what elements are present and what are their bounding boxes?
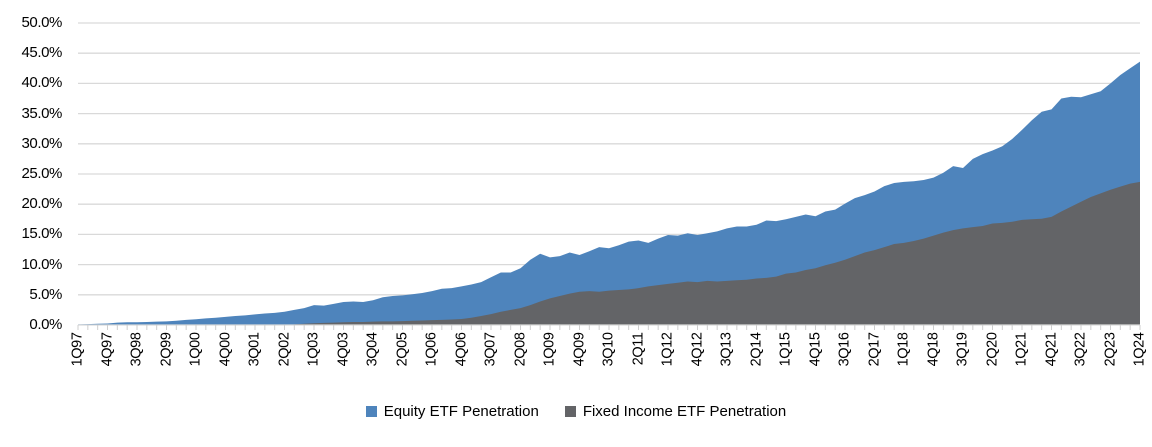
y-axis-tick-label: 25.0% — [21, 165, 62, 182]
x-axis-tick-label: 4Q09 — [571, 332, 587, 367]
x-axis-tick-label: 4Q97 — [99, 332, 115, 367]
y-axis-tick-label: 40.0% — [21, 74, 62, 92]
y-axis-tick-label: 45.0% — [21, 44, 62, 62]
x-axis-tick-label: 4Q18 — [925, 332, 941, 367]
y-axis-tick-label: 10.0% — [21, 255, 62, 273]
chart-legend: Equity ETF Penetration Fixed Income ETF P… — [0, 403, 1152, 420]
legend-label: Equity ETF Penetration — [383, 403, 539, 420]
x-axis-tick-label: 3Q10 — [600, 332, 617, 367]
x-axis-tick-label: 4Q12 — [689, 332, 705, 367]
x-axis-tick-label: 3Q19 — [954, 332, 971, 367]
x-axis-tick-label: 2Q02 — [276, 332, 292, 367]
x-axis-tick-label: 3Q98 — [128, 332, 145, 367]
y-axis-tick-label: 0.0% — [29, 316, 62, 333]
x-axis-tick-label: 2Q11 — [630, 332, 646, 366]
legend-label: Fixed Income ETF Penetration — [582, 403, 787, 420]
x-axis-tick-label: 1Q06 — [423, 332, 440, 367]
x-axis-tick-label: 1Q21 — [1013, 332, 1030, 367]
x-axis-tick-label: 3Q04 — [364, 332, 381, 367]
x-axis-tick-label: 3Q07 — [482, 332, 499, 367]
x-axis-tick-label: 4Q03 — [335, 332, 351, 367]
y-axis-tick-label: 35.0% — [21, 104, 62, 122]
y-axis-tick-label: 50.0% — [21, 14, 62, 31]
x-axis-tick-label: 2Q08 — [512, 332, 528, 367]
x-axis-tick-label: 1Q24 — [1131, 332, 1148, 367]
x-axis-tick-label: 4Q15 — [807, 332, 823, 367]
x-axis-tick-label: 3Q16 — [836, 332, 853, 367]
x-axis-tick-label: 2Q20 — [984, 332, 1000, 367]
legend-item: Fixed Income ETF Penetration — [564, 403, 787, 420]
x-axis-tick-label: 1Q97 — [69, 332, 86, 367]
x-axis-tick-label: 1Q00 — [187, 332, 204, 367]
y-axis-tick-label: 5.0% — [29, 285, 62, 303]
x-axis-tick-label: 3Q13 — [718, 332, 735, 367]
x-axis-tick-label: 1Q18 — [895, 332, 912, 367]
y-axis-tick-label: 15.0% — [21, 225, 62, 243]
legend-item: Equity ETF Penetration — [365, 403, 539, 420]
y-axis-tick-label: 20.0% — [21, 195, 62, 213]
x-axis-tick-label: 1Q03 — [305, 332, 322, 367]
y-axis-tick-label: 30.0% — [21, 134, 62, 152]
x-axis-tick-label: 1Q12 — [659, 332, 676, 367]
x-axis-tick-label: 1Q15 — [777, 332, 794, 367]
x-axis-tick-label: 2Q99 — [158, 332, 174, 367]
x-axis-tick-label: 2Q23 — [1102, 332, 1118, 367]
x-axis-tick-label: 3Q22 — [1072, 332, 1089, 367]
x-axis-tick-label: 2Q14 — [748, 332, 764, 367]
x-axis-tick-label: 4Q06 — [453, 332, 469, 367]
legend-swatch-icon — [365, 406, 377, 417]
legend-swatch-icon — [564, 406, 576, 417]
x-axis-tick-label: 4Q00 — [217, 332, 233, 367]
fixed-income-area-series — [78, 181, 1140, 325]
x-axis-tick-label: 2Q05 — [394, 332, 410, 367]
x-axis-tick-label: 1Q09 — [541, 332, 558, 367]
x-axis-tick-label: 4Q21 — [1043, 332, 1059, 367]
x-axis-tick-label: 3Q01 — [246, 332, 263, 367]
x-axis-tick-label: 2Q17 — [866, 332, 882, 367]
